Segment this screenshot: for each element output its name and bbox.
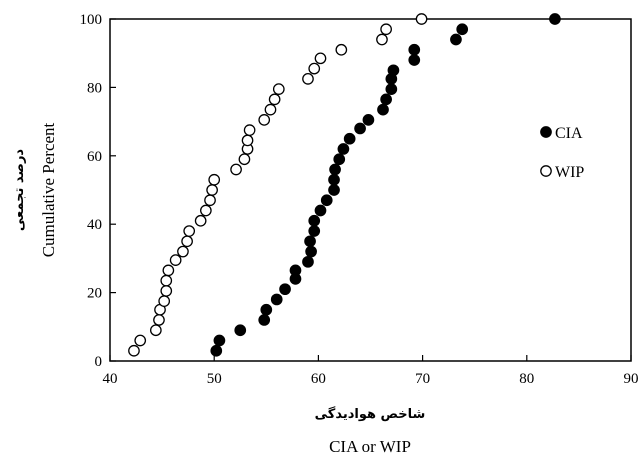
data-point-cia (314, 204, 327, 217)
data-point-cia (354, 122, 366, 135)
x-tick-label: 40 (103, 371, 118, 387)
data-point-cia (408, 54, 421, 66)
data-point-cia (329, 163, 341, 176)
data-point-cia (549, 13, 561, 25)
data-point-wip (230, 163, 242, 176)
data-point-wip (160, 274, 173, 287)
x-tick-label: 60 (311, 371, 326, 387)
data-point-cia (320, 194, 333, 207)
x-tick-label: 70 (415, 371, 430, 387)
data-point-wip (272, 83, 285, 95)
data-point-cia (456, 23, 469, 36)
data-point-wip (183, 225, 196, 237)
data-point-cia (258, 314, 271, 326)
data-point-cia (385, 83, 398, 95)
data-point-wip (314, 52, 327, 65)
data-point-cia (362, 114, 375, 126)
data-point-cia (328, 173, 340, 186)
y-tick-label: 40 (87, 217, 102, 233)
x-axis-label: CIA or WIP (329, 437, 411, 456)
data-point-wip (153, 314, 165, 326)
data-point-cia (270, 293, 283, 306)
legend-label-wip: WIP (555, 164, 584, 181)
data-point-wip (415, 13, 428, 25)
data-point-cia (302, 255, 314, 268)
data-point-cia (377, 103, 389, 116)
data-point-wip (162, 264, 175, 277)
data-point-cia (380, 93, 392, 106)
data-point-cia (328, 184, 340, 196)
data-point-wip (264, 103, 277, 116)
tick-labels: 40 50 60 70 80 90 0 20 40 60 80 100 (80, 12, 639, 387)
data-point-wip (181, 235, 193, 248)
legend-label-cia: CIA (555, 125, 583, 142)
data-point-cia (308, 214, 321, 227)
y-tick-label: 0 (95, 354, 103, 370)
data-point-wip (241, 134, 254, 147)
data-point-wip (158, 295, 171, 307)
data-point-cia (305, 245, 317, 258)
data-point-wip (128, 344, 140, 357)
x-tick-label: 90 (624, 371, 639, 387)
y-axis-label: Cumulative Percent (39, 122, 58, 257)
data-point-cia (308, 225, 321, 237)
legend-marker-cia (540, 126, 552, 138)
data-point-cia (210, 344, 223, 357)
data-point-wip (302, 73, 314, 85)
data-point-wip (204, 194, 216, 207)
data-point-wip (268, 93, 281, 106)
y-tick-label: 100 (80, 12, 103, 28)
data-point-cia (234, 324, 247, 337)
data-point-wip (177, 245, 189, 258)
data-point-wip (208, 173, 221, 186)
y-tick-label: 60 (87, 149, 102, 165)
data-point-cia (408, 43, 421, 56)
data-marks (128, 13, 561, 357)
data-point-wip (238, 153, 251, 166)
data-point-cia (387, 64, 400, 77)
data-point-cia (213, 334, 226, 347)
data-point-cia (450, 33, 462, 46)
data-point-cia (304, 235, 316, 248)
data-point-wip (194, 214, 207, 227)
data-point-cia (343, 132, 356, 145)
x-axis-label-fa: شاخص هوادیدگی (315, 406, 426, 422)
data-point-wip (258, 114, 271, 126)
plot-frame (109, 18, 632, 362)
y-axis-label-fa: درصد تجمعی (12, 149, 27, 232)
x-tick-label: 80 (519, 371, 534, 387)
legend: CIA WIP (540, 125, 584, 181)
data-point-cia (289, 264, 302, 277)
data-point-wip (134, 334, 147, 347)
legend-marker-wip (540, 165, 552, 177)
ticks (109, 18, 632, 362)
data-point-cia (337, 143, 350, 155)
data-point-wip (380, 23, 392, 36)
data-point-wip (308, 62, 321, 75)
y-tick-label: 20 (87, 286, 102, 302)
data-point-wip (160, 285, 173, 297)
data-point-wip (206, 184, 218, 196)
data-point-wip (376, 33, 388, 46)
x-tick-label: 50 (207, 371, 222, 387)
data-point-wip (335, 43, 348, 56)
y-tick-label: 80 (87, 80, 102, 96)
data-point-wip (169, 254, 182, 266)
data-point-wip (243, 124, 256, 136)
data-point-wip (200, 204, 212, 217)
data-point-wip (149, 324, 162, 337)
data-point-cia (333, 153, 346, 166)
data-point-cia (279, 283, 291, 296)
data-point-cia (260, 303, 273, 316)
